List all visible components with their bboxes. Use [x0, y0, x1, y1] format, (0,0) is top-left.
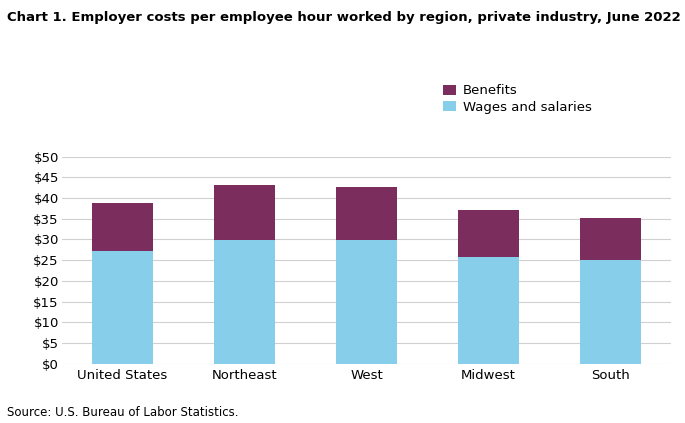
Text: Source: U.S. Bureau of Labor Statistics.: Source: U.S. Bureau of Labor Statistics.	[7, 406, 238, 419]
Bar	[336, 187, 397, 239]
Bar	[458, 257, 519, 364]
Bar	[580, 260, 640, 364]
Bar	[92, 203, 153, 251]
Bar	[92, 251, 153, 364]
Bar	[214, 185, 275, 240]
Legend: Benefits, Wages and salaries: Benefits, Wages and salaries	[443, 84, 592, 114]
Bar	[458, 210, 519, 257]
Bar	[580, 218, 640, 260]
Bar	[214, 240, 275, 364]
Bar	[336, 239, 397, 364]
Text: Chart 1. Employer costs per employee hour worked by region, private industry, Ju: Chart 1. Employer costs per employee hou…	[7, 11, 681, 24]
